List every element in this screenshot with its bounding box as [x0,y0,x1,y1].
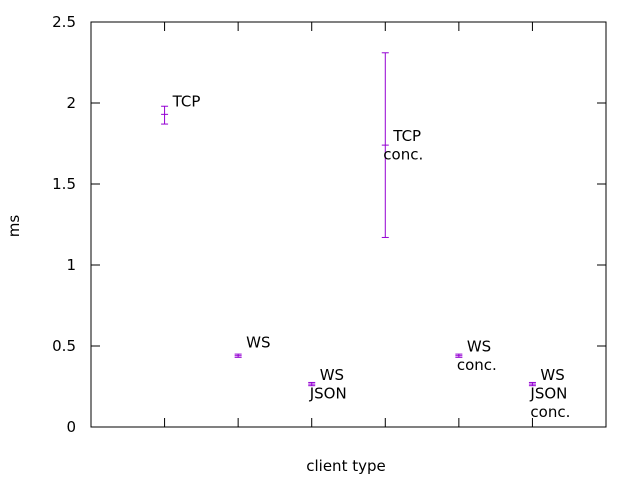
point-label: conc. [530,403,570,421]
y-tick-label: 0 [66,418,76,436]
y-axis: 0 0.5 1 1.5 2 2.5 [52,13,606,436]
point-label: conc. [457,356,497,374]
x-axis-label: client type [306,457,385,475]
x-axis [164,22,533,427]
y-tick-label: 0.5 [52,337,76,355]
point-label: JSON [309,385,347,403]
point-label: TCP [392,127,421,145]
point-label: conc. [383,146,423,164]
y-tick-label: 1.5 [52,175,76,193]
point-label: TCP [172,92,201,110]
y-tick-label: 2 [66,94,76,112]
point-label: WS [320,366,344,384]
point-label: WS [540,366,564,384]
plot-frame [90,21,607,428]
y-axis-label: ms [5,215,23,238]
point-label: WS [246,334,270,352]
y-tick-label: 2.5 [52,13,76,31]
point-label: WS [467,338,491,356]
point-label: JSON [529,385,567,403]
y-tick-label: 1 [66,256,76,274]
